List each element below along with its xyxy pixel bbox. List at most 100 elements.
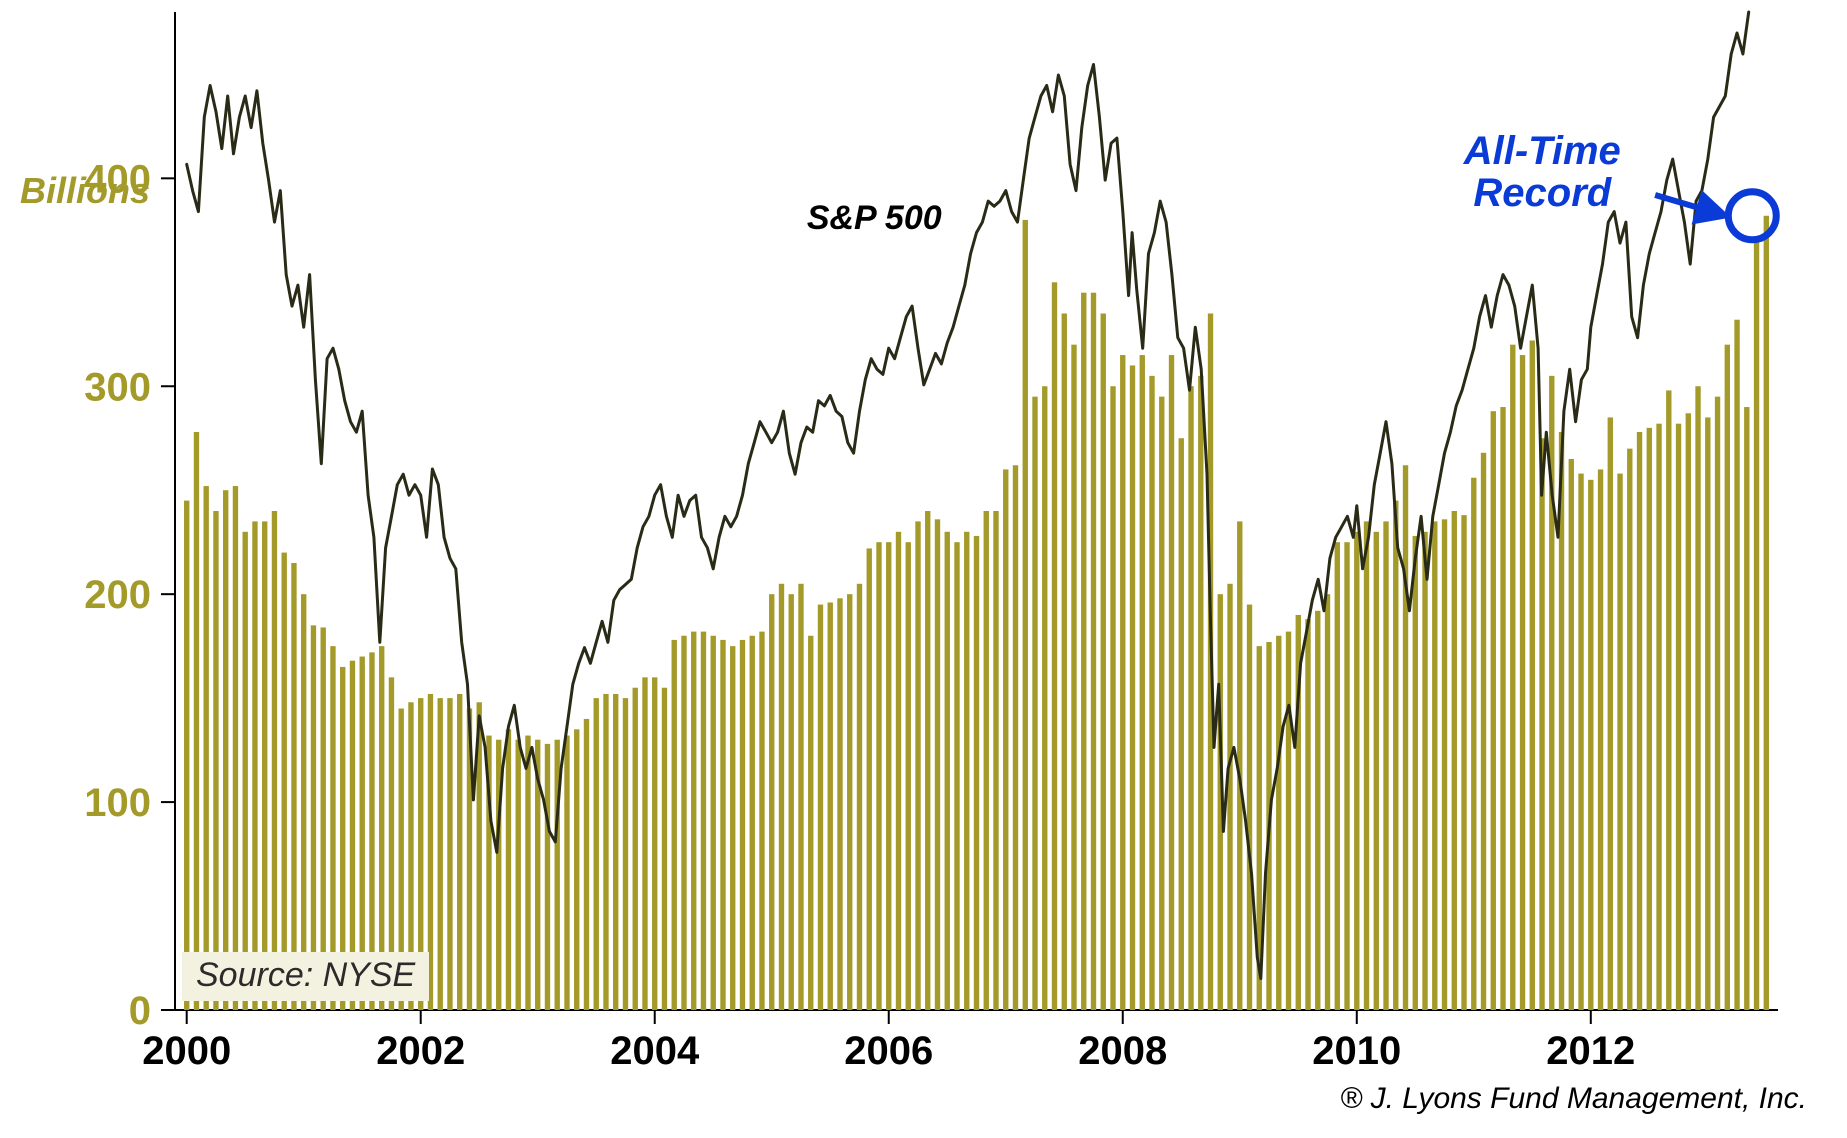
volume-bar bbox=[1110, 386, 1115, 1010]
volume-bar bbox=[1637, 432, 1642, 1010]
volume-bar bbox=[886, 542, 891, 1010]
annotation-arrow bbox=[1655, 195, 1725, 216]
volume-bar bbox=[672, 640, 677, 1010]
volume-bar bbox=[993, 511, 998, 1010]
volume-bar bbox=[1140, 355, 1145, 1010]
volume-bar bbox=[798, 584, 803, 1010]
volume-bar bbox=[1442, 519, 1447, 1010]
volume-bar bbox=[272, 511, 277, 1010]
volume-bar bbox=[623, 698, 628, 1010]
volume-bar bbox=[1383, 521, 1388, 1010]
volume-bar bbox=[1715, 397, 1720, 1010]
volume-bar bbox=[1481, 453, 1486, 1010]
volume-bar bbox=[1676, 424, 1681, 1010]
volume-bar bbox=[594, 698, 599, 1010]
x-tick-label: 2004 bbox=[610, 1029, 700, 1073]
volume-bar bbox=[603, 694, 608, 1010]
y-tick-label: 0 bbox=[129, 989, 151, 1033]
chart-container: 0100200300400200020022004200620082010201… bbox=[0, 0, 1847, 1138]
volume-bar bbox=[662, 688, 667, 1010]
volume-bar bbox=[1062, 313, 1067, 1010]
volume-bar bbox=[954, 542, 959, 1010]
volume-bar bbox=[1042, 386, 1047, 1010]
line-series-label: S&P 500 bbox=[807, 199, 942, 238]
volume-bar bbox=[516, 740, 521, 1010]
volume-bar bbox=[633, 688, 638, 1010]
volume-bar bbox=[1598, 469, 1603, 1010]
volume-bar bbox=[750, 636, 755, 1010]
volume-bar bbox=[457, 694, 462, 1010]
volume-bar bbox=[1149, 376, 1154, 1010]
volume-bar bbox=[730, 646, 735, 1010]
volume-bar bbox=[1754, 241, 1759, 1010]
volume-bar bbox=[711, 636, 716, 1010]
volume-bar bbox=[896, 532, 901, 1010]
annotation-line2: Record bbox=[1473, 171, 1611, 215]
volume-bar bbox=[789, 594, 794, 1010]
volume-bar bbox=[652, 677, 657, 1010]
volume-bar bbox=[1647, 428, 1652, 1010]
volume-bar bbox=[808, 636, 813, 1010]
volume-bar bbox=[1101, 313, 1106, 1010]
volume-bar bbox=[1052, 282, 1057, 1010]
volume-bar bbox=[1305, 619, 1310, 1010]
volume-bar bbox=[223, 490, 228, 1010]
volume-bar bbox=[1608, 417, 1613, 1010]
volume-bar bbox=[1091, 293, 1096, 1010]
volume-bar bbox=[1461, 515, 1466, 1010]
volume-bar bbox=[1286, 632, 1291, 1010]
volume-bar bbox=[1003, 469, 1008, 1010]
annotation-line1: All-Time bbox=[1464, 129, 1621, 173]
volume-bar bbox=[867, 548, 872, 1010]
volume-bar bbox=[1179, 438, 1184, 1010]
volume-bar bbox=[1452, 511, 1457, 1010]
volume-bar bbox=[1364, 521, 1369, 1010]
volume-bar bbox=[1403, 465, 1408, 1010]
y-tick-label: 100 bbox=[84, 781, 151, 825]
volume-bar bbox=[945, 532, 950, 1010]
volume-bar bbox=[974, 536, 979, 1010]
volume-bar bbox=[984, 511, 989, 1010]
volume-bar bbox=[291, 563, 296, 1010]
volume-bar bbox=[282, 553, 287, 1010]
y-tick-label: 300 bbox=[84, 365, 151, 409]
volume-bar bbox=[740, 640, 745, 1010]
volume-bar bbox=[1734, 320, 1739, 1010]
volume-bar bbox=[1013, 465, 1018, 1010]
volume-bar bbox=[915, 521, 920, 1010]
volume-bar bbox=[301, 594, 306, 1010]
x-tick-label: 2000 bbox=[142, 1029, 231, 1073]
volume-bar bbox=[720, 640, 725, 1010]
volume-bar bbox=[1023, 220, 1028, 1010]
volume-bar bbox=[1432, 521, 1437, 1010]
volume-bar bbox=[1188, 386, 1193, 1010]
volume-bar bbox=[1627, 449, 1632, 1010]
volume-bar bbox=[584, 719, 589, 1010]
volume-bar bbox=[935, 519, 940, 1010]
volume-bar bbox=[828, 602, 833, 1010]
volume-bar bbox=[1569, 459, 1574, 1010]
volume-bar bbox=[1530, 341, 1535, 1010]
volume-bar bbox=[1578, 474, 1583, 1010]
volume-bar bbox=[252, 521, 257, 1010]
volume-bar bbox=[1315, 611, 1320, 1010]
volume-bar bbox=[1588, 480, 1593, 1010]
volume-bar bbox=[1413, 536, 1418, 1010]
volume-bar bbox=[964, 532, 969, 1010]
volume-bar bbox=[1130, 365, 1135, 1010]
volume-bar bbox=[769, 594, 774, 1010]
record-annotation-text: All-Time Record bbox=[1432, 130, 1652, 214]
volume-bar bbox=[1422, 532, 1427, 1010]
volume-bar bbox=[574, 729, 579, 1010]
volume-bar bbox=[837, 598, 842, 1010]
volume-bar bbox=[1656, 424, 1661, 1010]
volume-bar bbox=[1081, 293, 1086, 1010]
volume-bar bbox=[1666, 390, 1671, 1010]
volume-bar bbox=[1500, 407, 1505, 1010]
volume-bar bbox=[1071, 345, 1076, 1010]
y-tick-label: 200 bbox=[84, 573, 151, 617]
volume-bar bbox=[642, 677, 647, 1010]
volume-bar bbox=[1744, 407, 1749, 1010]
volume-bar bbox=[1686, 413, 1691, 1010]
volume-bar bbox=[759, 632, 764, 1010]
